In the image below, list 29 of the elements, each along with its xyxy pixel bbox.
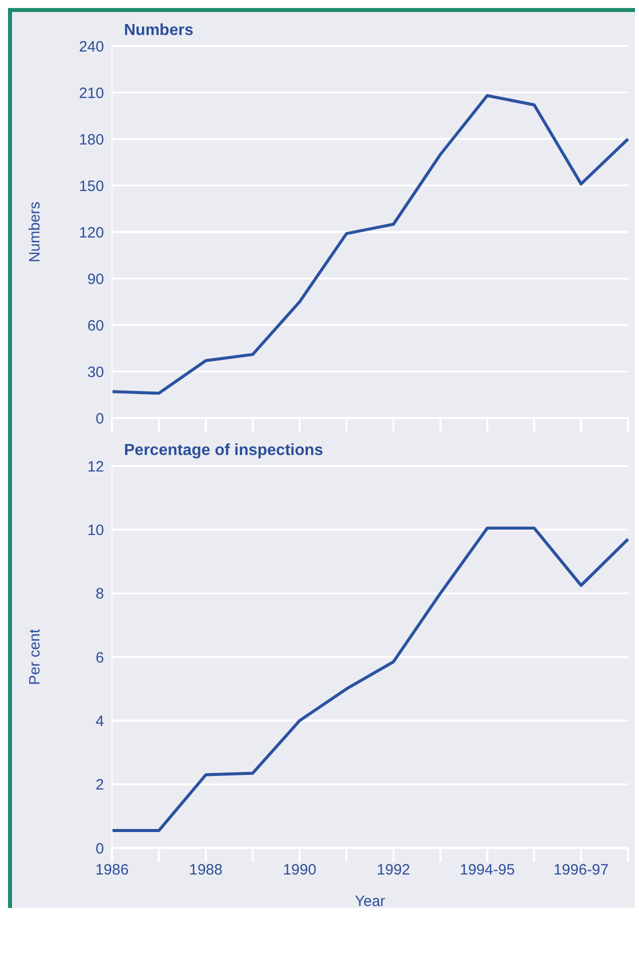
y-tick-label: 120 [78,224,104,242]
line-series [110,526,630,832]
chart-title: Numbers [124,22,194,40]
y-tick-label: 90 [87,270,104,288]
y-tick-label: 180 [78,131,104,148]
x-axis-title: Year [354,893,386,910]
x-tick-label: 1988 [189,862,223,879]
y-tick-label: 2 [96,776,104,794]
y-axis-title: Numbers [26,202,44,262]
y-tick-label: 6 [96,649,104,666]
y-tick-label: 210 [78,84,104,102]
y-axis-title: Per cent [26,628,44,685]
x-tick-label: 1990 [282,862,316,879]
y-tick-label: 8 [96,586,104,603]
y-tick-label: 4 [96,712,104,730]
y-tick-label: 150 [78,178,104,195]
x-tick-label: 1992 [376,862,410,879]
x-tick-label: 1996-97 [554,862,609,879]
chart-title: Percentage of inspections [124,442,324,460]
x-tick-label: 1986 [95,862,129,879]
x-tick-label: 1994-95 [460,862,515,879]
line-series [110,94,630,395]
y-tick-label: 0 [96,410,104,428]
y-tick-label: 0 [96,840,104,858]
y-tick-label: 240 [78,38,104,56]
y-tick-label: 10 [87,522,104,539]
y-tick-label: 60 [87,317,104,334]
y-tick-label: 12 [87,458,104,476]
y-tick-label: 30 [87,364,104,381]
